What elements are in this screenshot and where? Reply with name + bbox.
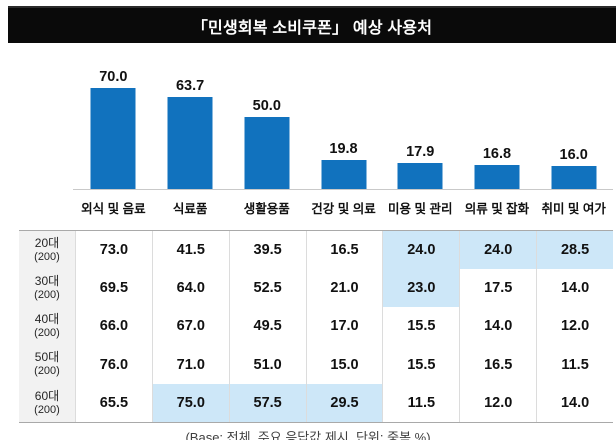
- table-cell: 14.0: [459, 307, 536, 346]
- bar-value-label: 17.9: [406, 144, 435, 160]
- row-header: 60대 (200): [19, 383, 75, 422]
- table-cell: 12.0: [536, 307, 613, 346]
- table-cell: 24.0: [459, 231, 537, 270]
- table-cell: 64.0: [151, 269, 229, 308]
- table-cell: 39.5: [228, 231, 306, 270]
- category-label: 건강 및 의료: [311, 201, 376, 216]
- category-label: 외식 및 음료: [81, 201, 146, 216]
- table-cell: 29.5: [305, 383, 383, 422]
- bar-slot: 63.7: [152, 58, 229, 189]
- row-header-base: (200): [34, 365, 60, 378]
- table-cell: 51.0: [228, 345, 306, 384]
- bar-slot: 19.8: [305, 58, 382, 189]
- bar: [397, 163, 443, 189]
- bar: [474, 165, 520, 189]
- bar-value-label: 16.0: [559, 147, 588, 163]
- row-header: 30대 (200): [19, 269, 75, 308]
- bar-value-label: 50.0: [252, 98, 281, 114]
- chart-title: 「민생회복 소비쿠폰」 예상 사용처: [191, 19, 433, 37]
- bar-value-label: 63.7: [175, 78, 205, 94]
- table-cell: 11.5: [382, 383, 459, 422]
- category-label: 생활용품: [243, 201, 290, 216]
- row-header-base: (200): [34, 250, 60, 263]
- table-cell: 15.0: [305, 345, 383, 384]
- table-cell: 66.0: [75, 307, 152, 346]
- category-axis: 외식 및 음료 식료품 생활용품 건강 및 의료 미용 및 관리 의류 및 잡화 취미 및 …: [75, 192, 612, 222]
- row-header: 50대 (200): [19, 345, 75, 384]
- table-cell: 69.5: [75, 269, 152, 308]
- table-cell: 15.5: [382, 307, 459, 346]
- table-cell: 71.0: [151, 345, 229, 384]
- table-cell: 16.5: [305, 231, 383, 270]
- row-header-group: 50대: [34, 350, 60, 365]
- age-group-table: 20대 (200) 73.0 41.5 39.5 16.5 24.0 24.0 28.5 30대(…: [19, 230, 613, 423]
- table-cell: 11.5: [536, 345, 613, 384]
- x-axis-line: [73, 189, 613, 190]
- table-cell: 23.0: [382, 269, 460, 308]
- table-cell: 52.5: [228, 269, 306, 308]
- row-header-base: (200): [34, 288, 60, 301]
- table-cell: 28.5: [536, 231, 613, 270]
- table-cell: 73.0: [75, 231, 152, 270]
- table-cell: 14.0: [536, 383, 613, 422]
- bar: [244, 117, 290, 189]
- bar-slot: 50.0: [228, 58, 305, 189]
- bar: [167, 97, 213, 189]
- table-cell: 75.0: [151, 383, 229, 422]
- table-cell: 67.0: [151, 307, 229, 346]
- bar: [551, 166, 597, 189]
- bar: [90, 88, 136, 189]
- table-cell: 41.5: [151, 231, 229, 270]
- chart-title-bar: 「민생회복 소비쿠폰」 예상 사용처: [8, 6, 616, 43]
- table-cell: 15.5: [382, 345, 459, 384]
- row-header-group: 30대: [34, 273, 60, 288]
- table-cell: 16.5: [459, 345, 536, 384]
- table-cell: 65.5: [75, 383, 152, 422]
- category-label: 식료품: [172, 201, 208, 216]
- bar-slot: 16.0: [535, 58, 612, 189]
- row-header-group: 40대: [34, 312, 60, 327]
- bar: [321, 160, 367, 189]
- table-cell: 24.0: [382, 231, 460, 270]
- bar-value-label: 16.8: [482, 146, 512, 162]
- row-header-base: (200): [34, 327, 60, 340]
- table-cell: 12.0: [459, 383, 536, 422]
- row-header-base: (200): [34, 403, 60, 416]
- bar-value-label: 70.0: [99, 69, 128, 85]
- row-header: 40대 (200): [19, 307, 75, 346]
- bar-slot: 17.9: [382, 58, 459, 189]
- bar-chart: 70.0 63.7 50.0 19.8 17.9 16.8 16.0: [75, 58, 612, 189]
- table-cell: 14.0: [536, 269, 613, 308]
- table-cell: 57.5: [228, 383, 306, 422]
- row-header-group: 20대: [34, 235, 60, 250]
- table-cell: 49.5: [228, 307, 306, 346]
- table-cell: 17.5: [459, 269, 536, 308]
- table-cell: 76.0: [75, 345, 152, 384]
- table-cell: 21.0: [305, 269, 383, 308]
- bar-slot: 70.0: [75, 58, 152, 189]
- table-cell: 17.0: [305, 307, 383, 346]
- row-header: 20대 (200): [19, 231, 75, 270]
- category-label: 취미 및 여가: [541, 201, 606, 216]
- bar-value-label: 19.8: [329, 141, 358, 157]
- row-header-group: 60대: [34, 388, 60, 403]
- bar-slot: 16.8: [459, 58, 536, 189]
- base-note: (Base: 전체, 주요 응답값 제시, 단위: 중복 %): [185, 430, 431, 440]
- category-label: 미용 및 관리: [388, 201, 453, 216]
- category-label: 의류 및 잡화: [464, 201, 530, 216]
